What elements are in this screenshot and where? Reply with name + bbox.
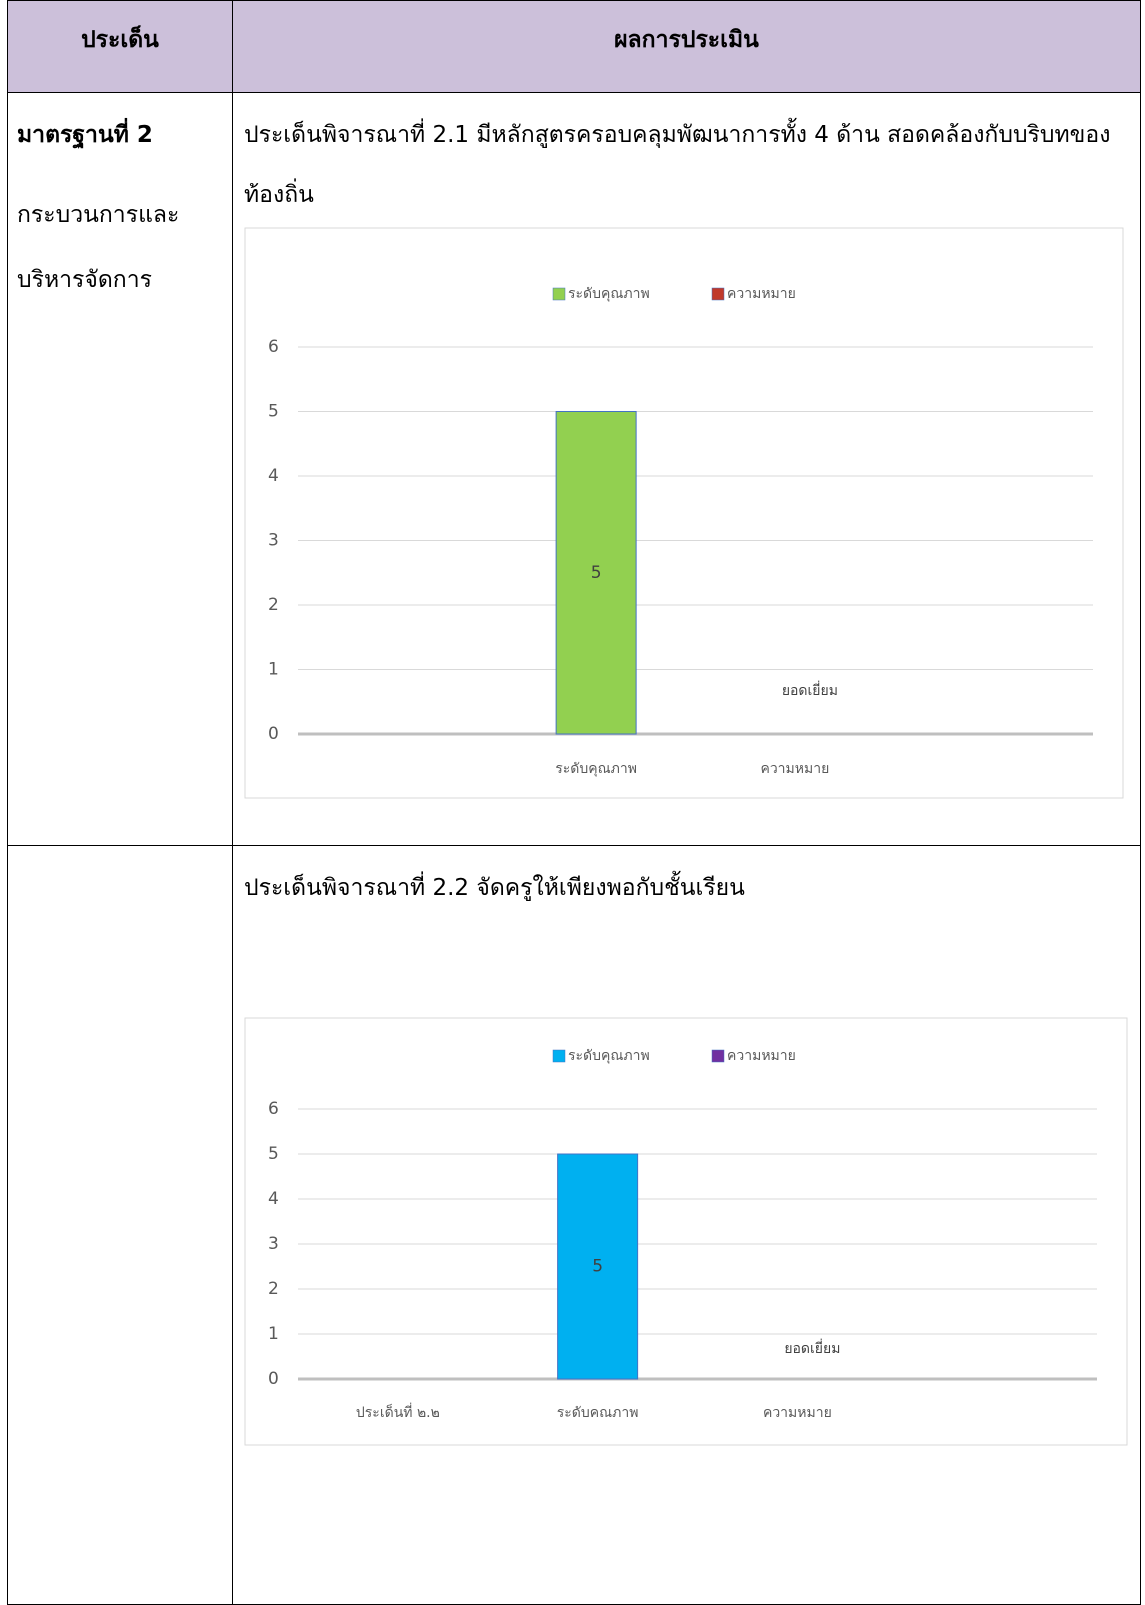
data-label: ยอดเยี่ยม [782,681,838,699]
chart-frame [244,227,1124,799]
y-tick-label: 4 [268,1189,279,1209]
legend-label: ความหมาย [727,1048,796,1064]
legend-swatch [552,287,566,301]
legend-swatch [711,287,725,301]
y-tick-label: 1 [268,660,279,680]
chart-frame [244,1017,1128,1446]
y-tick-label: 6 [268,337,279,357]
y-tick-label: 3 [268,1234,279,1254]
legend-label: ความหมาย [727,286,796,302]
header: ประเด็น [81,27,159,53]
x-tick-label: ความหมาย [760,761,829,777]
x-tick-label: ความหมาย [763,1405,832,1421]
x-tick-label: ระดับคณภาพ [557,1405,639,1421]
standard-title: มาตรฐานที่ 2 [17,122,153,148]
legend-label: ระดับคุณภาพ [568,1048,650,1064]
legend-swatch [711,1049,725,1063]
y-tick-label: 3 [268,531,279,551]
bar [557,1153,639,1380]
y-tick-label: 2 [268,595,279,615]
y-tick-label: 1 [268,1324,279,1344]
y-tick-label: 0 [268,1369,279,1389]
legend-swatch [552,1049,566,1063]
standard-label: กระบวนการและ [17,202,180,228]
x-tick-label: ระดับคุณภาพ [555,761,637,777]
header-cell [7,0,233,93]
y-tick-label: 0 [268,724,279,744]
data-label: 5 [591,563,602,583]
bar [555,411,637,735]
criterion-text: ประเด็นพิจารณาที่ 2.2 จัดครูให้เพียงพอกั… [244,875,745,901]
x-tick-label: ประเด็นที่ ๒.๒ [356,1403,440,1421]
y-tick-label: 6 [268,1099,279,1119]
header: ผลการประเมิน [614,27,759,53]
y-tick-label: 4 [268,466,279,486]
y-tick-label: 5 [268,402,279,422]
data-label: 5 [592,1257,603,1277]
data-label: ยอดเยี่ยม [784,1339,840,1357]
standard-label: บริหารจัดการ [17,267,152,293]
y-tick-label: 2 [268,1279,279,1299]
criterion-text: ประเด็นพิจารณาที่ 2.1 มีหลักสูตรครอบคลุม… [244,122,1111,208]
legend-label: ระดับคุณภาพ [568,286,650,302]
header-cell [232,0,1141,93]
y-tick-label: 5 [268,1144,279,1164]
